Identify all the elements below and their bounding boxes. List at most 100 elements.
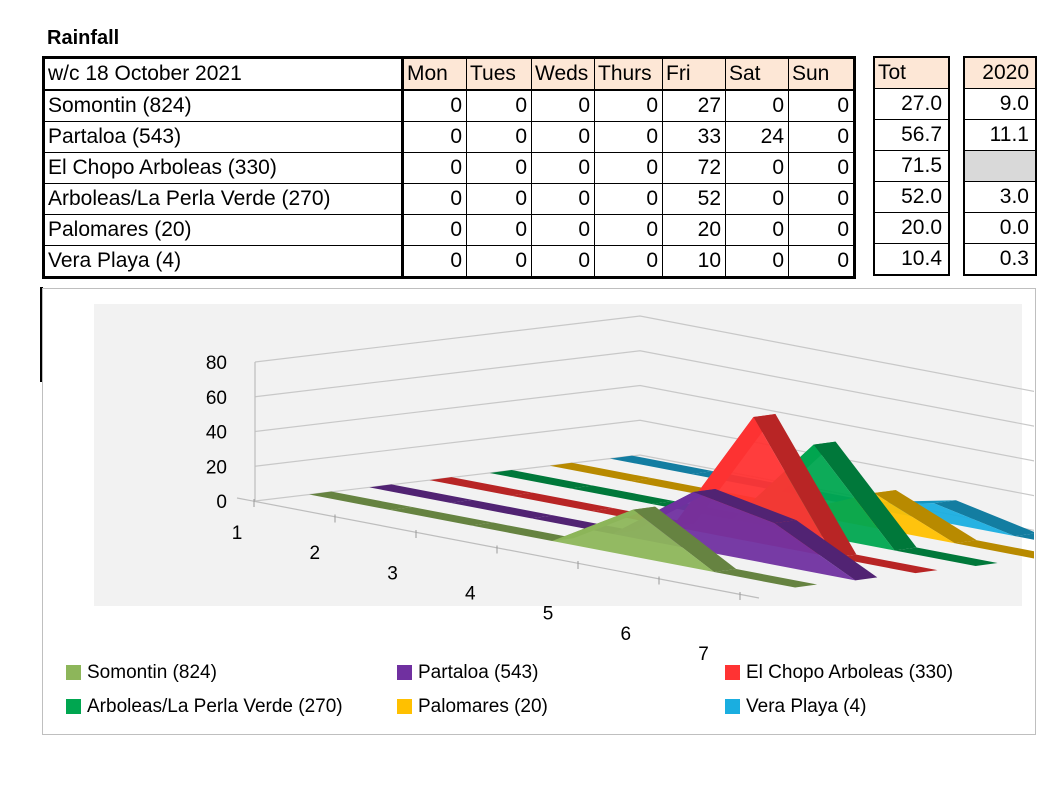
legend-swatch: [725, 699, 740, 714]
location-name: Somontin (824): [43, 89, 404, 122]
tot-header: Tot: [873, 56, 950, 89]
x-tick-label: 7: [698, 644, 709, 665]
legend-swatch: [66, 665, 81, 680]
cell-value: 0: [402, 245, 467, 278]
prev-year-value: 9.0: [963, 88, 1037, 120]
table-row: Arboleas/La Perla Verde (270) 0 0 0 0 52…: [43, 183, 855, 215]
totals-table: Tot 27.0 56.7 71.5 52.0 20.0 10.4: [873, 56, 950, 276]
prev-year-value: 0.0: [963, 212, 1037, 244]
cell-value: 0: [466, 152, 532, 184]
cell-value: 0: [531, 121, 595, 153]
cell-value: 0: [531, 245, 595, 278]
cell-value: 0: [402, 214, 467, 246]
y-tick-label: 20: [206, 457, 227, 478]
table-row: El Chopo Arboleas (330) 0 0 0 0 72 0 0: [43, 152, 855, 184]
cell-value: 0: [594, 245, 663, 278]
cell-value: 0: [531, 89, 595, 122]
series-top-4: [570, 485, 674, 504]
header-thurs: Thurs: [594, 57, 663, 91]
cell-value: 0: [402, 89, 467, 122]
location-name: Partaloa (543): [43, 121, 404, 153]
cell-value: 0: [594, 121, 663, 153]
series-top-6: [933, 500, 1034, 537]
cell-value: 0: [594, 183, 663, 215]
table-row: Somontin (824) 0 0 0 0 27 0 0: [43, 89, 855, 122]
y-tick-label: 0: [216, 492, 227, 513]
series-top-6: [1014, 533, 1034, 540]
legend-label: Palomares (20): [418, 696, 548, 717]
cell-value: 0: [402, 152, 467, 184]
cell-value: 27: [662, 89, 726, 122]
header-fri: Fri: [662, 57, 726, 91]
tot-value: 10.4: [873, 243, 950, 276]
series-top-3: [834, 554, 938, 574]
legend-label: Partaloa (543): [418, 662, 538, 683]
header-weds: Weds: [531, 57, 595, 91]
x-axis-line: [236, 497, 760, 599]
prev-year-header: 2020: [963, 56, 1037, 89]
series-top-4: [813, 441, 917, 551]
cell-value: 0: [594, 89, 663, 122]
cell-value: 72: [662, 152, 726, 184]
legend-swatch: [66, 699, 81, 714]
series-area-1: [309, 494, 796, 588]
cell-value: 0: [466, 245, 532, 278]
prev-year-value: [963, 150, 1037, 182]
gridline: [254, 350, 1034, 427]
cell-value: 0: [466, 183, 532, 215]
x-tick-label: 6: [621, 624, 632, 645]
cell-value: 0: [788, 121, 855, 153]
cell-value: 0: [466, 214, 532, 246]
cell-value: 0: [788, 214, 855, 246]
cell-value: 0: [531, 183, 595, 215]
gridline: [254, 419, 1034, 497]
x-tick-label: 5: [543, 604, 554, 625]
tot-value: 20.0: [873, 212, 950, 244]
rainfall-table: w/c 18 October 2021 Mon Tues Weds Thurs …: [42, 56, 856, 279]
x-tick-label: 2: [309, 543, 320, 564]
cell-value: 0: [725, 89, 789, 122]
legend-swatch: [397, 699, 412, 714]
gridline: [254, 384, 1034, 462]
series-top-5: [954, 540, 1034, 559]
legend-label: Arboleas/La Perla Verde (270): [87, 696, 343, 717]
series-top-3: [753, 414, 857, 558]
series-top-3: [510, 492, 614, 512]
x-tick-label: 3: [387, 563, 398, 584]
x-tick-label: 1: [232, 523, 243, 544]
tot-value: 27.0: [873, 88, 950, 120]
location-name: Palomares (20): [43, 214, 404, 246]
location-name: El Chopo Arboleas (330): [43, 152, 404, 184]
gridline: [254, 315, 1034, 393]
series-top-2: [774, 520, 878, 581]
location-name: Vera Playa (4): [43, 245, 404, 278]
cell-value: 0: [725, 214, 789, 246]
cell-value: 0: [402, 121, 467, 153]
tot-value: 56.7: [873, 119, 950, 151]
prev-year-value: 3.0: [963, 181, 1037, 213]
cell-value: 0: [725, 245, 789, 278]
series-area-4: [489, 444, 976, 566]
legend-label: Vera Playa (4): [746, 696, 866, 717]
cell-value: 24: [725, 121, 789, 153]
cell-value: 10: [662, 245, 726, 278]
cell-value: 0: [594, 214, 663, 246]
table-row: Palomares (20) 0 0 0 0 20 0 0: [43, 214, 855, 246]
series-top-1: [471, 522, 575, 542]
plot-background: [94, 304, 1022, 606]
series-top-3: [429, 477, 533, 496]
cell-value: 0: [402, 183, 467, 215]
prev-year-value: 0.3: [963, 243, 1037, 276]
x-tick-label: 4: [465, 583, 476, 604]
table-row: Vera Playa (4) 0 0 0 0 10 0 0: [43, 245, 855, 278]
cell-value: 0: [725, 152, 789, 184]
header-sun: Sun: [788, 57, 855, 91]
series-area-5: [549, 465, 1034, 559]
cell-value: 0: [466, 121, 532, 153]
header-tues: Tues: [466, 57, 532, 91]
y-tick-label: 60: [206, 388, 227, 409]
cell-value: 33: [662, 121, 726, 153]
series-top-2: [693, 489, 797, 524]
table-header-row: w/c 18 October 2021 Mon Tues Weds Thurs …: [43, 57, 855, 91]
y-tick-label: 40: [206, 423, 227, 444]
